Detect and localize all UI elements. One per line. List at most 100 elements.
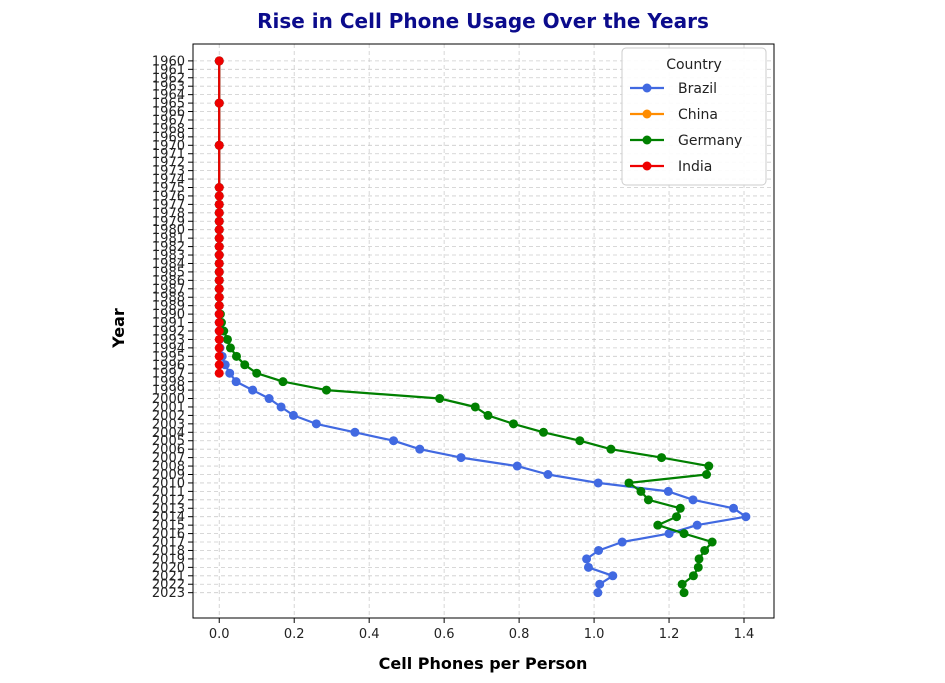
y-tick-label: 1966	[152, 105, 185, 120]
data-point-india	[214, 267, 224, 277]
y-tick-label: 1978	[152, 206, 185, 221]
data-point-india	[214, 216, 224, 226]
data-point-brazil	[512, 461, 522, 471]
legend-label: China	[678, 107, 718, 123]
data-point-germany	[677, 579, 687, 589]
data-point-brazil	[543, 470, 553, 479]
x-tick-label: 0.0	[209, 627, 230, 642]
legend-swatch-marker	[642, 83, 652, 93]
data-point-india	[214, 98, 224, 108]
data-point-india	[214, 225, 224, 235]
data-point-brazil	[350, 427, 360, 437]
data-point-brazil	[415, 444, 425, 454]
data-point-brazil	[688, 495, 698, 505]
y-tick-label: 2000	[152, 392, 185, 407]
legend-item-china: China	[630, 107, 718, 123]
data-point-brazil	[456, 453, 466, 463]
data-point-germany	[700, 545, 710, 555]
data-point-germany	[702, 470, 712, 479]
y-axis-label: Year	[109, 308, 128, 349]
data-point-india	[214, 351, 224, 361]
legend-item-brazil: Brazil	[630, 81, 717, 97]
series-india	[214, 56, 224, 378]
data-point-germany	[321, 385, 331, 395]
data-point-germany	[679, 588, 689, 598]
x-tick-label: 1.2	[659, 627, 680, 642]
data-point-germany	[675, 503, 685, 513]
data-point-brazil	[608, 571, 618, 581]
y-tick-label: 1995	[152, 350, 185, 365]
data-point-germany	[278, 377, 288, 387]
data-point-india	[214, 250, 224, 260]
y-tick-label: 2007	[152, 451, 185, 466]
y-tick-label: 1961	[152, 63, 185, 78]
data-point-india	[214, 309, 224, 319]
data-point-germany	[483, 410, 493, 420]
data-point-germany	[508, 419, 518, 429]
y-tick-label: 2020	[152, 561, 185, 576]
y-tick-label: 2015	[152, 519, 185, 534]
y-tick-label: 2012	[152, 493, 185, 508]
data-point-germany	[693, 562, 703, 572]
data-point-germany	[470, 402, 480, 412]
y-tick-label: 1993	[152, 333, 185, 348]
y-tick-label: 2005	[152, 434, 185, 449]
y-tick-label: 2021	[152, 569, 185, 584]
data-point-india	[214, 368, 224, 378]
legend-swatch-marker	[642, 161, 652, 171]
legend-label: Germany	[678, 133, 742, 149]
data-point-brazil	[741, 512, 751, 522]
data-point-germany	[704, 461, 714, 471]
y-tick-label: 1979	[152, 215, 185, 230]
legend-item-germany: Germany	[630, 133, 742, 149]
y-tick-label: 1991	[152, 316, 185, 331]
y-tick-label: 1965	[152, 97, 185, 112]
data-point-germany	[606, 444, 616, 454]
y-tick-label: 1970	[152, 139, 185, 154]
y-tick-label: 1972	[152, 156, 185, 171]
data-point-germany	[225, 343, 235, 353]
y-tick-label: 1996	[152, 358, 185, 373]
y-tick-label: 1994	[152, 341, 185, 356]
data-point-india	[214, 326, 224, 336]
legend-swatch-marker	[642, 135, 652, 145]
y-tick-label: 1973	[152, 164, 185, 179]
data-point-india	[214, 334, 224, 344]
y-tick-label: 1968	[152, 122, 185, 137]
y-tick-label: 2008	[152, 460, 185, 475]
data-point-brazil	[231, 377, 241, 387]
data-point-india	[214, 258, 224, 268]
data-point-germany	[657, 453, 667, 463]
y-tick-label: 1971	[152, 147, 185, 162]
legend-box	[621, 47, 767, 186]
data-point-germany	[240, 360, 250, 370]
data-point-india	[214, 242, 224, 252]
data-point-germany	[643, 495, 653, 505]
chart-title: Rise in Cell Phone Usage Over the Years	[257, 9, 709, 33]
data-point-india	[214, 56, 224, 66]
data-point-brazil	[594, 545, 604, 555]
data-point-brazil	[276, 402, 286, 412]
data-point-india	[214, 301, 224, 311]
x-tick-label: 0.4	[359, 627, 380, 642]
y-tick-label: 1967	[152, 113, 185, 128]
y-tick-label: 1990	[152, 308, 185, 323]
x-tick-label: 0.8	[509, 627, 530, 642]
data-point-germany	[435, 394, 445, 404]
x-tick-label: 0.6	[434, 627, 455, 642]
data-point-brazil	[617, 537, 627, 547]
y-tick-label: 1988	[152, 291, 185, 306]
y-tick-label: 2009	[152, 468, 185, 483]
data-point-brazil	[264, 394, 274, 404]
data-point-brazil	[582, 554, 592, 564]
data-point-india	[214, 318, 224, 328]
legend-item-india: India	[630, 159, 712, 175]
data-point-brazil	[729, 503, 739, 513]
data-point-germany	[231, 351, 241, 361]
y-tick-label: 2014	[152, 510, 185, 525]
data-point-india	[214, 360, 224, 370]
data-point-germany	[624, 478, 634, 488]
data-point-germany	[707, 537, 717, 547]
y-tick-label: 1960	[152, 54, 185, 69]
y-tick-label: 1989	[152, 299, 185, 314]
